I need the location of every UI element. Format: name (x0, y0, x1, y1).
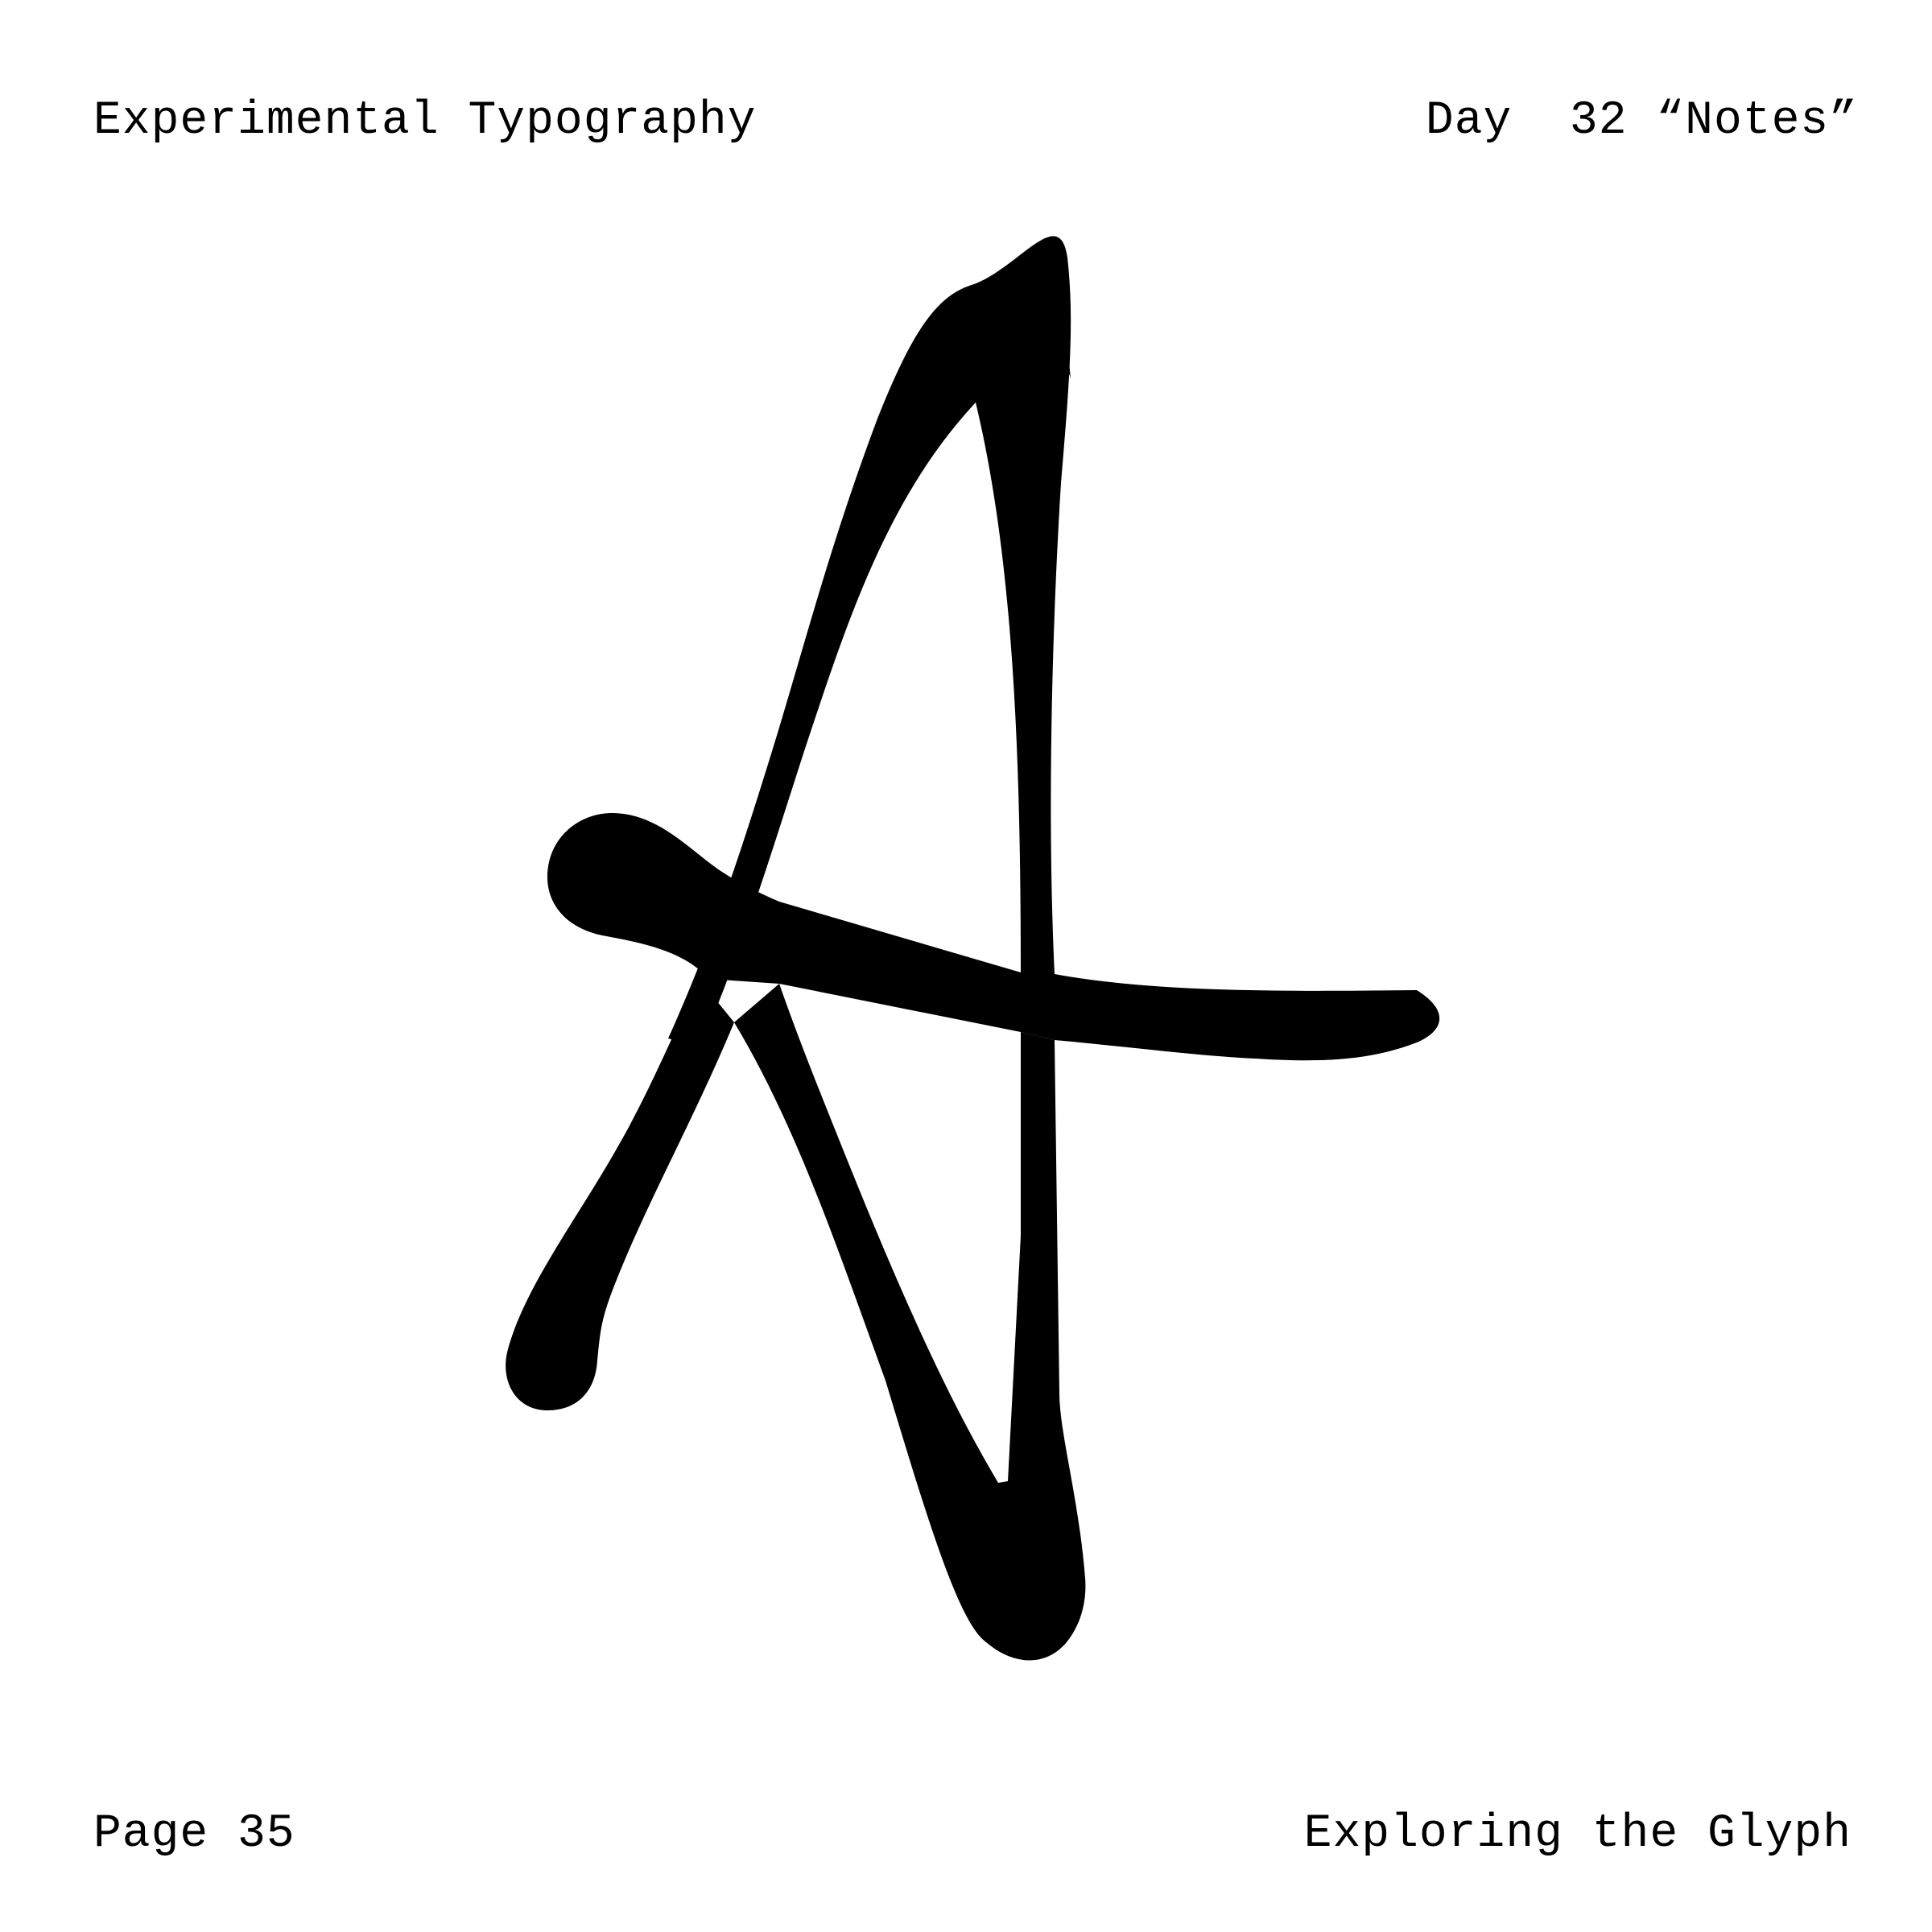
page-subtitle: Exploring the Glyph (1303, 1808, 1852, 1860)
glyph-left-leg (506, 979, 734, 1410)
series-title: Experimental Typography (93, 95, 757, 147)
page-number: Page 35 (93, 1808, 295, 1860)
glyph-right-stem (668, 236, 1071, 1046)
glyph-head (969, 257, 1071, 378)
day-label: Day 32 “Notes” (1425, 95, 1858, 147)
glyph-right-leg (734, 984, 1086, 1661)
glyph-crossbar (547, 813, 1440, 1061)
